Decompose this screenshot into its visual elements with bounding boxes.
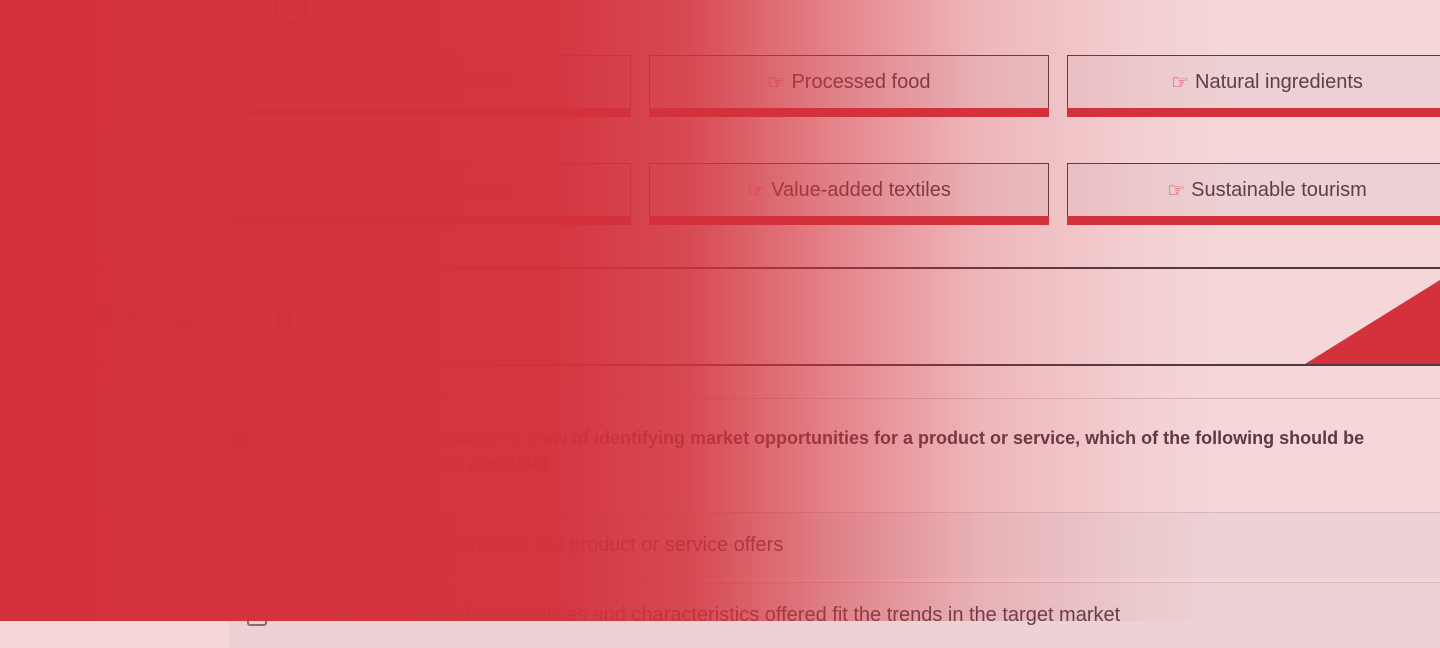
category-button-natural-ingredients[interactable]: ☞ Natural ingredients xyxy=(1067,55,1440,117)
hand-point-right-icon: ☞ xyxy=(747,180,766,202)
hand-point-right-icon: ☞ xyxy=(350,180,369,202)
category-button-processed-food[interactable]: ☞ Processed food xyxy=(649,55,1049,117)
section-heading: Answer the question xyxy=(0,298,295,336)
category-button-fish-seafood[interactable]: ☞ Fish & seafood xyxy=(231,55,631,117)
answer-option[interactable]: To which extent the functionalities and … xyxy=(229,582,1440,648)
divider xyxy=(229,398,1440,399)
question-text: ? When analysing information in view of i… xyxy=(229,428,1365,473)
checkbox[interactable] xyxy=(247,605,267,626)
hand-point-right-icon: ☞ xyxy=(352,72,371,94)
hand-point-right-icon: ☞ xyxy=(1167,180,1186,202)
divider xyxy=(0,364,1440,366)
category-button-technical-wood[interactable]: ☞ Technical wood xyxy=(231,163,631,225)
divider xyxy=(0,267,1440,269)
answer-option[interactable]: Which additional properties the product … xyxy=(229,512,1440,578)
question-circle-icon: ? xyxy=(229,429,249,449)
chef-icon xyxy=(275,0,307,24)
corner-triangle-decoration xyxy=(1305,280,1440,364)
category-button-sustainable-tourism[interactable]: ☞ Sustainable tourism xyxy=(1067,163,1440,225)
hand-point-right-icon: ☞ xyxy=(1171,72,1190,94)
category-button-value-added-textiles[interactable]: ☞ Value-added textiles xyxy=(649,163,1049,225)
checkbox[interactable] xyxy=(247,535,267,556)
hand-point-right-icon: ☞ xyxy=(767,72,786,94)
